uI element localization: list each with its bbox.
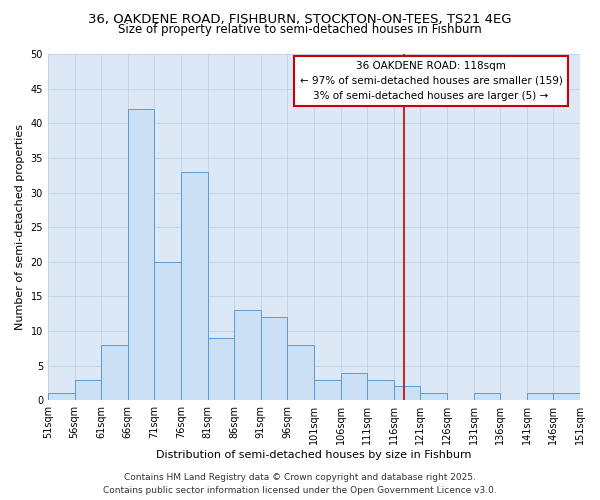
Bar <box>154 262 181 400</box>
Bar <box>314 380 341 400</box>
Text: 36 OAKDENE ROAD: 118sqm
← 97% of semi-detached houses are smaller (159)
3% of se: 36 OAKDENE ROAD: 118sqm ← 97% of semi-de… <box>299 61 562 100</box>
Bar <box>234 310 261 400</box>
Bar <box>421 394 447 400</box>
Bar <box>181 172 208 400</box>
Bar <box>128 110 154 401</box>
Text: Size of property relative to semi-detached houses in Fishburn: Size of property relative to semi-detach… <box>118 22 482 36</box>
Bar <box>341 372 367 400</box>
X-axis label: Distribution of semi-detached houses by size in Fishburn: Distribution of semi-detached houses by … <box>156 450 472 460</box>
Bar <box>287 345 314 401</box>
Text: Contains HM Land Registry data © Crown copyright and database right 2025.
Contai: Contains HM Land Registry data © Crown c… <box>103 474 497 495</box>
Bar <box>367 380 394 400</box>
Bar <box>48 394 74 400</box>
Bar <box>473 394 500 400</box>
Bar <box>527 394 553 400</box>
Bar <box>74 380 101 400</box>
Y-axis label: Number of semi-detached properties: Number of semi-detached properties <box>15 124 25 330</box>
Bar <box>261 317 287 400</box>
Bar <box>208 338 234 400</box>
Bar <box>553 394 580 400</box>
Bar <box>394 386 421 400</box>
Text: 36, OAKDENE ROAD, FISHBURN, STOCKTON-ON-TEES, TS21 4EG: 36, OAKDENE ROAD, FISHBURN, STOCKTON-ON-… <box>88 12 512 26</box>
Bar <box>101 345 128 401</box>
